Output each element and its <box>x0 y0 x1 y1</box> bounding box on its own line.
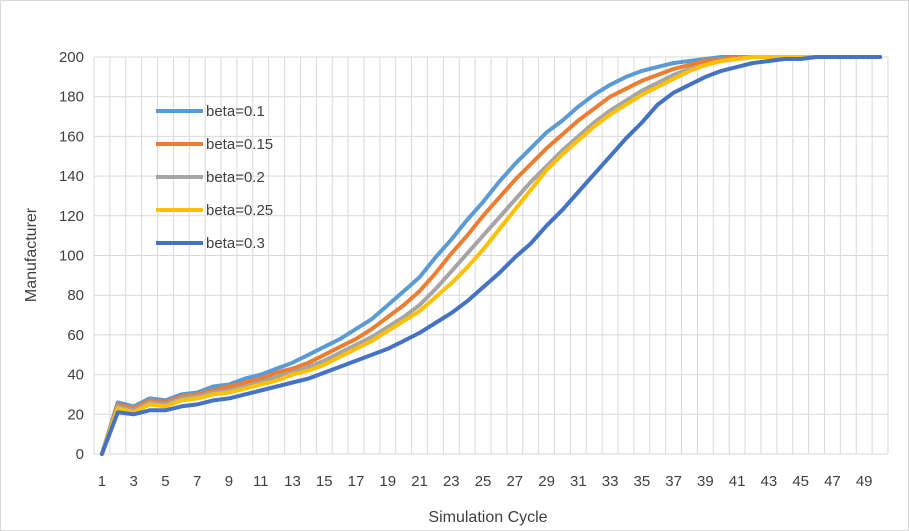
y-tick-label: 120 <box>59 208 84 225</box>
y-axis-tick-labels: 0 20 40 60 80 100 120 140 160 180 200 <box>59 49 84 463</box>
x-tick-label: 15 <box>316 473 333 490</box>
x-tick-label: 27 <box>506 473 523 490</box>
x-axis-title: Simulation Cycle <box>428 509 547 526</box>
x-tick-label: 19 <box>379 473 396 490</box>
horizontal-gridlines <box>94 56 888 455</box>
y-tick-label: 140 <box>59 168 84 185</box>
x-tick-label: 9 <box>225 473 233 490</box>
x-tick-label: 43 <box>761 473 778 490</box>
x-tick-label: 7 <box>193 473 201 490</box>
legend-label: beta=0.15 <box>206 136 273 153</box>
legend-item: beta=0.3 <box>156 235 265 252</box>
x-tick-label: 41 <box>729 473 746 490</box>
legend-label: beta=0.1 <box>206 103 265 120</box>
x-tick-label: 1 <box>98 473 106 490</box>
y-tick-label: 100 <box>59 248 84 265</box>
x-tick-label: 21 <box>411 473 428 490</box>
legend-item: beta=0.1 <box>156 103 265 120</box>
x-tick-label: 35 <box>634 473 651 490</box>
x-tick-label: 3 <box>130 473 138 490</box>
legend-item: beta=0.15 <box>156 136 273 153</box>
series-line <box>99 55 883 456</box>
x-tick-label: 13 <box>284 473 301 490</box>
legend-item: beta=0.25 <box>156 202 273 219</box>
y-tick-label: 180 <box>59 89 84 106</box>
y-tick-label: 40 <box>67 367 84 384</box>
x-tick-label: 47 <box>824 473 841 490</box>
series-lines <box>99 55 883 456</box>
y-tick-label: 0 <box>76 446 84 463</box>
y-tick-label: 200 <box>59 49 84 66</box>
x-tick-label: 49 <box>856 473 873 490</box>
x-tick-label: 11 <box>253 473 269 490</box>
y-tick-label: 80 <box>67 287 84 304</box>
x-tick-label: 37 <box>665 473 682 490</box>
y-tick-label: 20 <box>67 406 84 423</box>
legend-label: beta=0.3 <box>206 235 265 252</box>
x-tick-label: 17 <box>348 473 365 490</box>
x-tick-label: 5 <box>161 473 169 490</box>
x-tick-label: 45 <box>792 473 809 490</box>
legend: beta=0.1 beta=0.15 beta=0.2 beta=0.25 beta=0… <box>156 103 273 252</box>
y-tick-label: 160 <box>59 128 84 145</box>
y-tick-label: 60 <box>67 327 84 344</box>
x-tick-label: 31 <box>570 473 587 490</box>
x-tick-label: 29 <box>538 473 555 490</box>
legend-item: beta=0.2 <box>156 169 265 186</box>
x-tick-label: 23 <box>443 473 460 490</box>
legend-label: beta=0.2 <box>206 169 265 186</box>
legend-label: beta=0.25 <box>206 202 273 219</box>
series-line <box>99 55 883 456</box>
x-tick-label: 25 <box>475 473 492 490</box>
x-axis-tick-labels: 1 3 5 7 9 11 13 15 17 19 21 23 25 27 29 31 33 35 37 39 41 43 4… <box>98 473 873 490</box>
x-tick-label: 39 <box>697 473 714 490</box>
y-axis-title: Manufacturer <box>23 207 40 302</box>
x-tick-label: 33 <box>602 473 619 490</box>
